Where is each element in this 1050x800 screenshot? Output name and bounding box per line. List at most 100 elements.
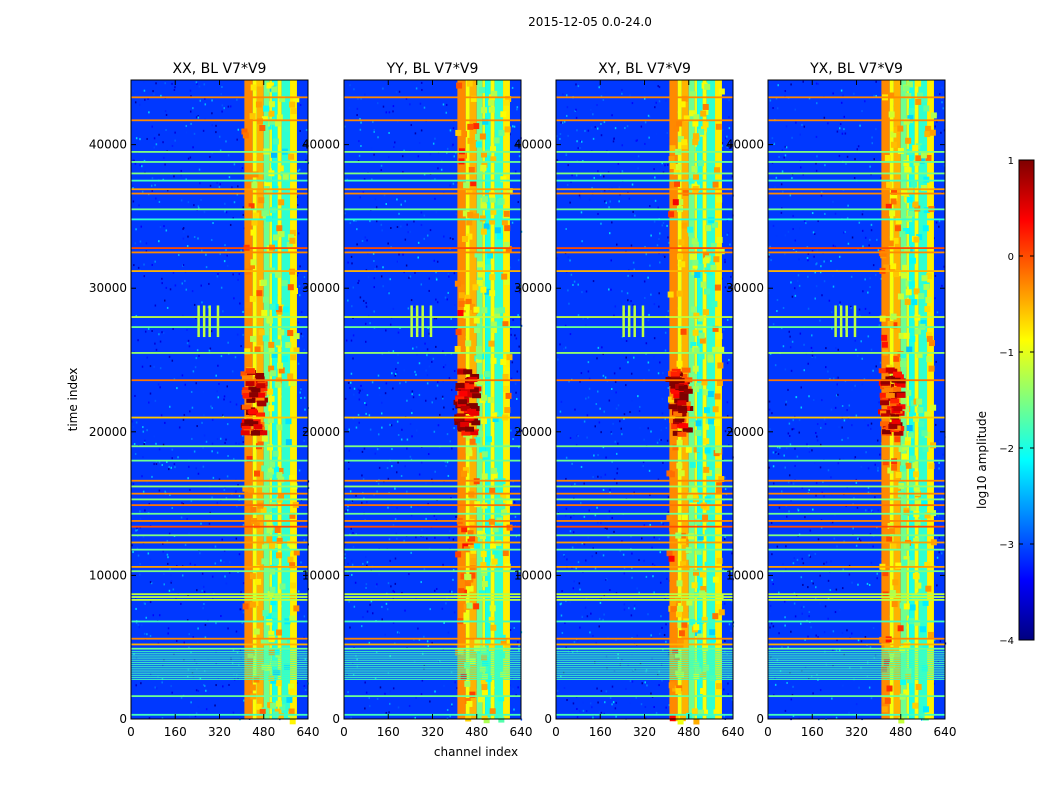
noise-cell (168, 532, 171, 535)
noise-cell (216, 451, 219, 454)
rfi-cell (468, 403, 478, 409)
band-cell (466, 188, 473, 195)
noise-cell (576, 129, 578, 132)
noise-cell (426, 268, 429, 271)
noise-cell (870, 223, 873, 226)
noise-cell (581, 615, 583, 618)
noise-cell (203, 434, 206, 437)
noise-cell (807, 635, 809, 638)
stripe (344, 675, 521, 677)
noise-cell (794, 615, 797, 618)
band-cell (669, 715, 676, 722)
noise-cell (630, 244, 633, 247)
band-cell (287, 234, 294, 241)
band-cell (286, 241, 293, 248)
band-cell (470, 558, 477, 565)
band-cell (271, 162, 278, 169)
band-cell (667, 291, 674, 298)
noise-cell (152, 614, 155, 617)
noise-cell (608, 206, 610, 209)
noise-cell (142, 456, 144, 459)
noise-cell (565, 514, 567, 517)
noise-cell (390, 227, 392, 230)
noise-cell (189, 562, 192, 565)
noise-cell (873, 94, 875, 97)
noise-cell (222, 685, 224, 688)
noise-cell (172, 588, 175, 591)
noise-cell (776, 310, 778, 313)
noise-cell (827, 370, 829, 373)
noise-cell (435, 298, 437, 301)
rfi-cell (469, 430, 479, 436)
noise-cell (791, 693, 794, 696)
noise-cell (242, 333, 244, 336)
time-line (556, 208, 733, 211)
noise-cell (347, 461, 350, 464)
band-cell (692, 365, 699, 372)
noise-cell (183, 413, 186, 416)
noise-cell (133, 443, 136, 446)
noise-cell (346, 571, 349, 574)
time-line (344, 218, 521, 221)
noise-cell (388, 702, 391, 705)
stripe (556, 654, 733, 656)
noise-cell (148, 111, 150, 114)
rfi-cell (255, 395, 265, 401)
noise-cell (839, 301, 841, 304)
band-cell (261, 465, 268, 472)
noise-cell (559, 133, 562, 136)
noise-cell (171, 691, 173, 694)
noise-cell (448, 377, 451, 380)
band-cell (481, 451, 488, 458)
noise-cell (154, 686, 156, 689)
noise-cell (876, 439, 879, 442)
noise-cell (563, 686, 566, 689)
stripe (131, 671, 308, 673)
noise-cell (344, 125, 346, 128)
band-cell (293, 96, 300, 103)
noise-cell (607, 516, 609, 519)
noise-cell (808, 677, 810, 680)
noise-cell (724, 430, 727, 433)
noise-cell (864, 100, 866, 103)
noise-cell (360, 625, 363, 628)
band-cell (703, 438, 710, 445)
band-cell (250, 229, 257, 236)
noise-cell (185, 125, 188, 128)
noise-cell (242, 206, 245, 209)
noise-cell (359, 196, 362, 199)
noise-cell (557, 358, 559, 361)
time-line (556, 316, 733, 318)
noise-cell (797, 274, 800, 277)
noise-cell (864, 419, 866, 422)
stripe (556, 665, 733, 667)
band-cell (491, 472, 498, 479)
noise-cell (301, 335, 304, 338)
band-cell (483, 371, 490, 378)
noise-cell (790, 499, 792, 502)
band-cell (468, 167, 475, 174)
stripe (344, 656, 521, 658)
noise-cell (187, 477, 189, 480)
noise-cell (520, 718, 523, 721)
noise-cell (596, 104, 598, 107)
noise-cell (611, 460, 613, 463)
noise-cell (210, 405, 212, 408)
time-line (344, 534, 521, 537)
band-cell (492, 415, 499, 422)
noise-cell (237, 278, 239, 281)
band-cell (715, 598, 722, 605)
noise-cell (446, 298, 449, 301)
noise-cell (198, 168, 201, 171)
noise-cell (768, 610, 770, 613)
band-cell (676, 360, 683, 367)
time-line (344, 119, 521, 122)
noise-cell (791, 136, 793, 139)
band-cell (256, 290, 263, 297)
noise-cell (420, 211, 423, 214)
rfi-cell (258, 386, 268, 392)
noise-cell (823, 116, 826, 119)
noise-cell (936, 556, 939, 559)
noise-cell (851, 236, 854, 239)
noise-cell (638, 405, 641, 408)
